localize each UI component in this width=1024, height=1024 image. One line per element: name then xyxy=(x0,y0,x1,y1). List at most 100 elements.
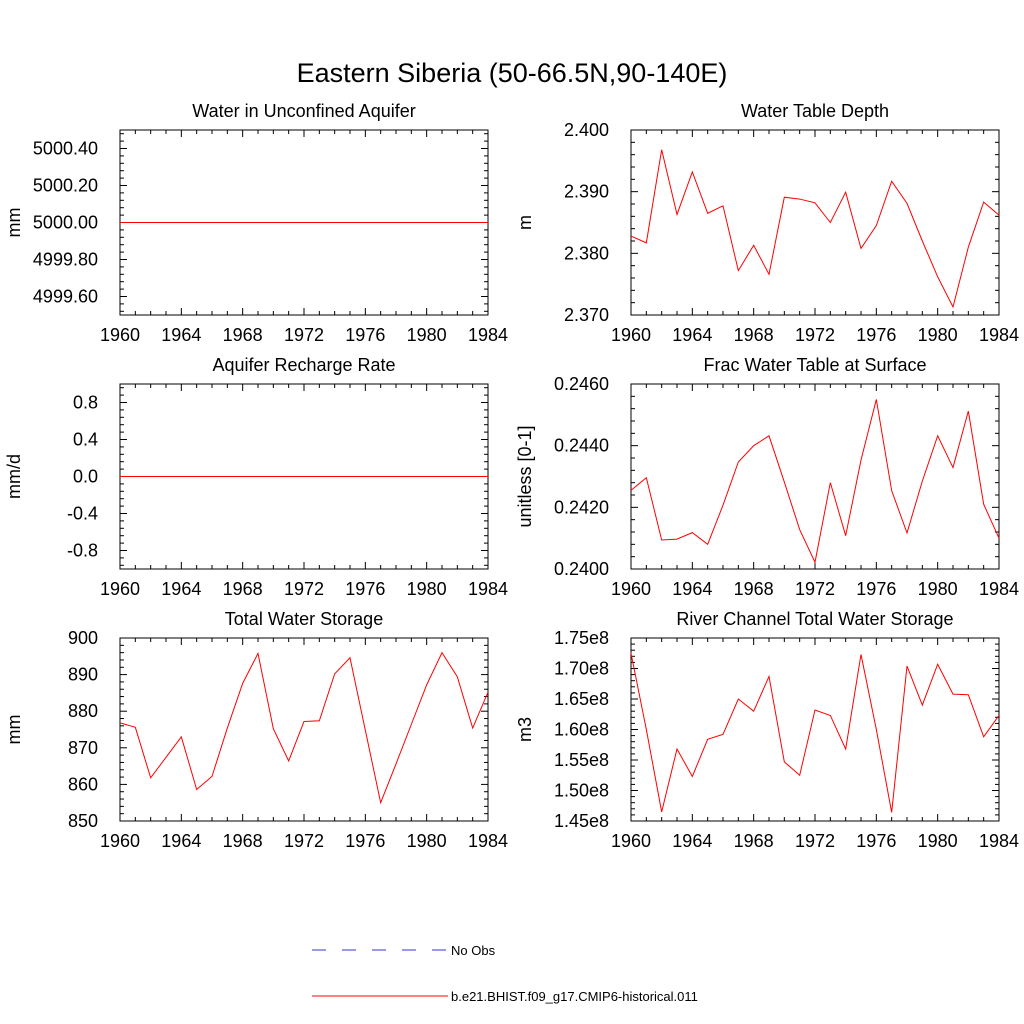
chart-panel: Water in Unconfined Aquifer mm 1960 1964 196… xyxy=(4,101,508,345)
y-tick-label: 890 xyxy=(68,665,98,685)
y-axis-label: m xyxy=(515,215,535,230)
x-tick-label: 1976 xyxy=(345,579,385,599)
y-axis-label: mm xyxy=(4,208,24,238)
x-tick-label: 1964 xyxy=(161,579,201,599)
legend: No Obs b.e21.BHIST.f09_g17.CMIP6-historic… xyxy=(312,943,698,1004)
x-tick-label: 1968 xyxy=(223,831,263,851)
x-tick-label: 1984 xyxy=(468,831,508,851)
x-tick-label: 1972 xyxy=(795,831,835,851)
x-tick-label: 1980 xyxy=(918,325,958,345)
x-tick-label: 1984 xyxy=(979,325,1019,345)
x-tick-label: 1964 xyxy=(672,831,712,851)
y-tick-label: 0.2460 xyxy=(554,374,609,394)
chart-panel: Total Water Storage mm 1960 1964 1968 1972 197… xyxy=(4,609,508,851)
y-tick-label: 4999.60 xyxy=(33,287,98,307)
x-tick-label: 1972 xyxy=(795,579,835,599)
series-line xyxy=(630,149,1000,309)
plot-frame xyxy=(630,637,1000,822)
y-axis-label: m3 xyxy=(515,717,535,742)
x-tick-label: 1980 xyxy=(407,579,447,599)
x-tick-label: 1960 xyxy=(100,325,140,345)
y-tick-label: 2.400 xyxy=(564,120,609,140)
y-tick-label: 870 xyxy=(68,738,98,758)
y-tick-label: 0.2440 xyxy=(554,436,609,456)
y-tick-label: 1.60e8 xyxy=(554,720,609,740)
x-tick-label: 1960 xyxy=(611,325,651,345)
legend-label: b.e21.BHIST.f09_g17.CMIP6-historical.011 xyxy=(451,989,698,1004)
x-tick-label: 1968 xyxy=(223,579,263,599)
panel-title: Water Table Depth xyxy=(741,101,889,121)
x-tick-label: 1972 xyxy=(795,325,835,345)
x-tick-label: 1984 xyxy=(979,579,1019,599)
x-tick-label: 1980 xyxy=(918,579,958,599)
x-tick-label: 1960 xyxy=(611,831,651,851)
x-tick-label: 1964 xyxy=(672,579,712,599)
x-tick-label: 1980 xyxy=(407,325,447,345)
panel-title: Water in Unconfined Aquifer xyxy=(192,101,415,121)
y-tick-label: 0.2420 xyxy=(554,497,609,517)
legend-label: No Obs xyxy=(451,943,496,958)
x-tick-label: 1980 xyxy=(918,831,958,851)
y-tick-label: 0.0 xyxy=(73,467,98,487)
y-tick-label: 2.370 xyxy=(564,305,609,325)
panel-title: River Channel Total Water Storage xyxy=(676,609,953,629)
x-tick-label: 1960 xyxy=(100,579,140,599)
y-tick-label: 2.390 xyxy=(564,182,609,202)
x-tick-label: 1968 xyxy=(734,831,774,851)
x-tick-label: 1964 xyxy=(672,325,712,345)
y-tick-label: 900 xyxy=(68,628,98,648)
panels: Water in Unconfined Aquifer mm 1960 1964 196… xyxy=(4,101,1019,851)
x-tick-label: 1968 xyxy=(734,579,774,599)
x-tick-label: 1984 xyxy=(979,831,1019,851)
x-tick-label: 1972 xyxy=(284,831,324,851)
y-tick-label: 880 xyxy=(68,701,98,721)
y-tick-label: 1.65e8 xyxy=(554,689,609,709)
series-line xyxy=(630,653,1000,813)
y-tick-label: 5000.40 xyxy=(33,139,98,159)
y-tick-label: 1.75e8 xyxy=(554,628,609,648)
y-tick-label: -0.8 xyxy=(67,541,98,561)
x-tick-label: 1980 xyxy=(407,831,447,851)
x-tick-label: 1984 xyxy=(468,325,508,345)
plot-frame xyxy=(630,129,1000,316)
x-tick-label: 1964 xyxy=(161,831,201,851)
y-tick-label: 1.55e8 xyxy=(554,750,609,770)
x-tick-label: 1968 xyxy=(734,325,774,345)
chart-panel: Water Table Depth m 1960 1964 1968 1972 1976 19… xyxy=(515,101,1019,345)
x-tick-label: 1976 xyxy=(856,325,896,345)
y-tick-label: 1.50e8 xyxy=(554,781,609,801)
x-tick-label: 1972 xyxy=(284,325,324,345)
y-tick-label: -0.4 xyxy=(67,504,98,524)
panel-title: Frac Water Table at Surface xyxy=(703,355,926,375)
chart-panel: River Channel Total Water Storage m3 1960 1… xyxy=(515,609,1019,851)
x-tick-label: 1976 xyxy=(856,831,896,851)
x-tick-label: 1972 xyxy=(284,579,324,599)
y-tick-label: 5000.00 xyxy=(33,213,98,233)
x-tick-label: 1968 xyxy=(223,325,263,345)
x-tick-label: 1960 xyxy=(100,831,140,851)
y-tick-label: 850 xyxy=(68,811,98,831)
x-tick-label: 1976 xyxy=(345,325,385,345)
plot-frame xyxy=(119,637,489,822)
y-tick-label: 0.4 xyxy=(73,430,98,450)
y-axis-label: unitless [0-1] xyxy=(515,425,535,527)
x-tick-label: 1964 xyxy=(161,325,201,345)
y-tick-label: 0.2400 xyxy=(554,559,609,579)
x-tick-label: 1960 xyxy=(611,579,651,599)
y-tick-label: 860 xyxy=(68,774,98,794)
series-line xyxy=(630,399,1000,564)
y-axis-label: mm xyxy=(4,715,24,745)
panel-title: Total Water Storage xyxy=(225,609,383,629)
chart-panel: Aquifer Recharge Rate mm/d 1960 1964 1968 197… xyxy=(4,355,508,599)
y-tick-label: 0.8 xyxy=(73,393,98,413)
y-tick-label: 5000.20 xyxy=(33,176,98,196)
y-tick-label: 4999.80 xyxy=(33,250,98,270)
y-axis-label: mm/d xyxy=(4,454,24,499)
y-tick-label: 2.380 xyxy=(564,243,609,263)
chart-panel: Frac Water Table at Surface unitless [0-1… xyxy=(515,355,1019,599)
x-tick-label: 1984 xyxy=(468,579,508,599)
x-tick-label: 1976 xyxy=(856,579,896,599)
x-tick-label: 1976 xyxy=(345,831,385,851)
panel-title: Aquifer Recharge Rate xyxy=(212,355,395,375)
